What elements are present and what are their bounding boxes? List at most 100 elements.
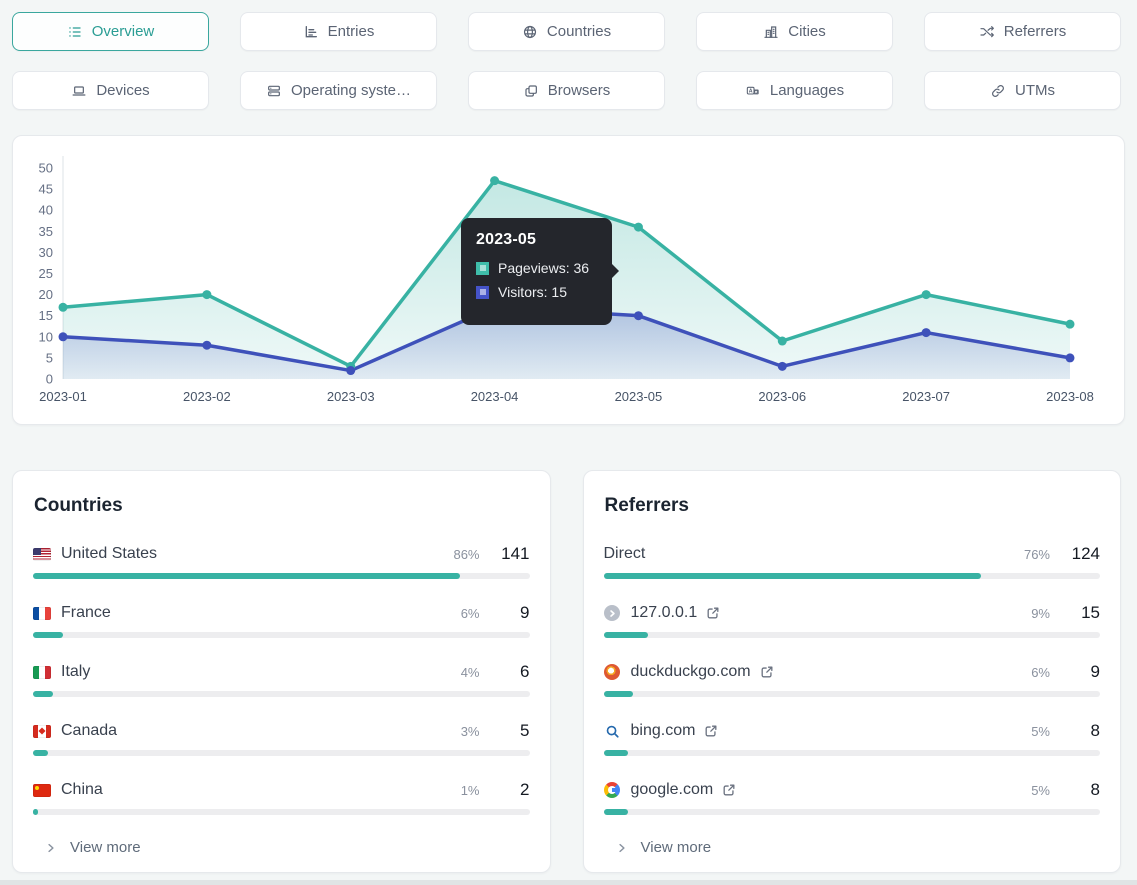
city-icon — [764, 25, 778, 38]
nav-button-devices[interactable]: Devices — [12, 71, 209, 110]
country-label: France — [61, 604, 111, 621]
nav-button-entries[interactable]: Entries — [240, 12, 437, 51]
countries-view-more-link[interactable]: View more — [33, 839, 530, 856]
nav-button-label: Devices — [96, 82, 150, 99]
visitors-point[interactable] — [633, 311, 643, 321]
country-percent: 4% — [460, 664, 480, 680]
nav-button-languages[interactable]: A Languages — [696, 71, 893, 110]
referrer-percent: 5% — [1031, 723, 1050, 739]
progress-fill — [33, 632, 63, 638]
referrers-view-more-link[interactable]: View more — [604, 839, 1101, 856]
progress-track — [603, 573, 1100, 579]
country-label: China — [61, 781, 103, 798]
visitors-point[interactable] — [921, 328, 931, 338]
progress-track — [33, 573, 530, 579]
chevron-right-icon — [618, 843, 625, 852]
table-row[interactable]: France 6% 9 — [33, 603, 530, 638]
nav-button-browsers[interactable]: Browsers — [468, 71, 665, 110]
table-row[interactable]: 127.0.0.1 9% 15 — [603, 603, 1100, 638]
pageviews-point[interactable] — [490, 176, 500, 186]
localhost-icon — [604, 605, 621, 622]
tooltip-visitors-row: Visitors: 15 — [476, 284, 597, 300]
y-axis-label: 10 — [39, 329, 53, 344]
tooltip-visitors-text: Visitors: 15 — [498, 284, 567, 300]
filter-nav: Overview Entries Countries Cities Referr… — [12, 12, 1121, 110]
external-link-icon[interactable] — [704, 724, 718, 738]
progress-fill — [33, 691, 53, 697]
nav-button-utms[interactable]: UTMs — [924, 71, 1121, 110]
translate-icon: A — [746, 86, 759, 95]
referrers-card: Referrers Direct 76% 124 127.0.0.1 9% 15 — [582, 470, 1121, 873]
y-axis-label: 15 — [39, 308, 53, 323]
nav-button-operating-systems[interactable]: Operating syste… — [240, 71, 437, 110]
visitors-point[interactable] — [346, 366, 356, 376]
progress-track — [33, 750, 530, 756]
countries-card: Countries United States 86% 141 France 6… — [12, 470, 551, 873]
us-flag-icon — [33, 547, 51, 561]
view-more-label: View more — [640, 839, 712, 856]
external-link-icon[interactable] — [760, 665, 774, 679]
nav-button-referrers[interactable]: Referrers — [924, 12, 1121, 51]
pageviews-point[interactable] — [921, 290, 931, 300]
visitors-point[interactable] — [777, 361, 787, 371]
visitors-point[interactable] — [1065, 353, 1075, 363]
country-value: 141 — [501, 544, 530, 563]
table-row[interactable]: Italy 4% 6 — [33, 662, 530, 697]
tooltip-title: 2023-05 — [476, 231, 537, 248]
progress-fill — [603, 573, 981, 579]
table-row[interactable]: Canada 3% 5 — [33, 721, 530, 756]
svg-text:A: A — [749, 88, 753, 94]
referrer-percent: 9% — [1031, 605, 1050, 621]
external-link-icon[interactable] — [722, 783, 736, 797]
cn-flag-icon — [33, 783, 51, 797]
nav-button-overview[interactable]: Overview — [12, 12, 209, 51]
table-row[interactable]: Direct 76% 124 — [603, 544, 1100, 579]
progress-track — [33, 632, 530, 638]
country-label: United States — [61, 545, 158, 562]
table-row[interactable]: China 1% 2 — [33, 780, 530, 815]
google-icon — [604, 782, 621, 799]
referrer-percent: 6% — [1031, 664, 1050, 680]
pageviews-point[interactable] — [777, 336, 787, 346]
pageviews-point[interactable] — [202, 290, 212, 300]
nav-button-label: Operating syste… — [290, 82, 412, 99]
referrer-percent: 5% — [1031, 782, 1050, 798]
referrer-value: 124 — [1071, 544, 1100, 563]
referrer-label: duckduckgo.com — [630, 663, 751, 680]
chart-tooltip: 2023-05 Pageviews: 36 Visitors: 15 — [461, 218, 619, 325]
nav-button-cities[interactable]: Cities — [696, 12, 893, 51]
pageviews-point[interactable] — [58, 302, 68, 312]
browser-windows-icon — [525, 84, 537, 97]
list-icon — [69, 26, 81, 37]
duckduckgo-icon — [604, 664, 621, 681]
table-row[interactable]: United States 86% 141 — [33, 544, 530, 579]
table-row[interactable]: google.com 5% 8 — [603, 780, 1100, 815]
progress-fill — [33, 573, 460, 579]
country-percent: 86% — [453, 546, 480, 562]
nav-button-countries[interactable]: Countries — [468, 12, 665, 51]
table-row[interactable]: duckduckgo.com 6% 9 — [603, 662, 1100, 697]
tooltip-pageviews-text: Pageviews: 36 — [498, 260, 590, 276]
referrer-label: 127.0.0.1 — [630, 604, 698, 621]
visitors-point[interactable] — [202, 340, 212, 350]
referrer-value: 8 — [1090, 780, 1100, 799]
x-axis-label: 2023-04 — [471, 389, 519, 404]
country-value: 6 — [520, 662, 530, 681]
it-flag-icon — [33, 665, 51, 679]
visitors-point[interactable] — [58, 332, 68, 342]
progress-track — [33, 809, 530, 815]
progress-track — [603, 632, 1100, 638]
pageviews-point[interactable] — [1065, 319, 1075, 329]
y-axis-label: 5 — [46, 350, 53, 365]
x-axis-label: 2023-08 — [1046, 389, 1094, 404]
country-percent: 6% — [460, 605, 480, 621]
chevron-right-icon — [48, 843, 54, 852]
nav-button-label: Cities — [788, 23, 826, 40]
referrer-value: 15 — [1081, 603, 1100, 622]
referrer-percent: 76% — [1023, 546, 1050, 562]
pageviews-point[interactable] — [633, 222, 643, 232]
table-row[interactable]: bing.com 5% 8 — [603, 721, 1100, 756]
y-axis-label: 50 — [39, 161, 53, 176]
external-link-icon[interactable] — [706, 606, 720, 620]
country-value: 5 — [520, 721, 530, 740]
